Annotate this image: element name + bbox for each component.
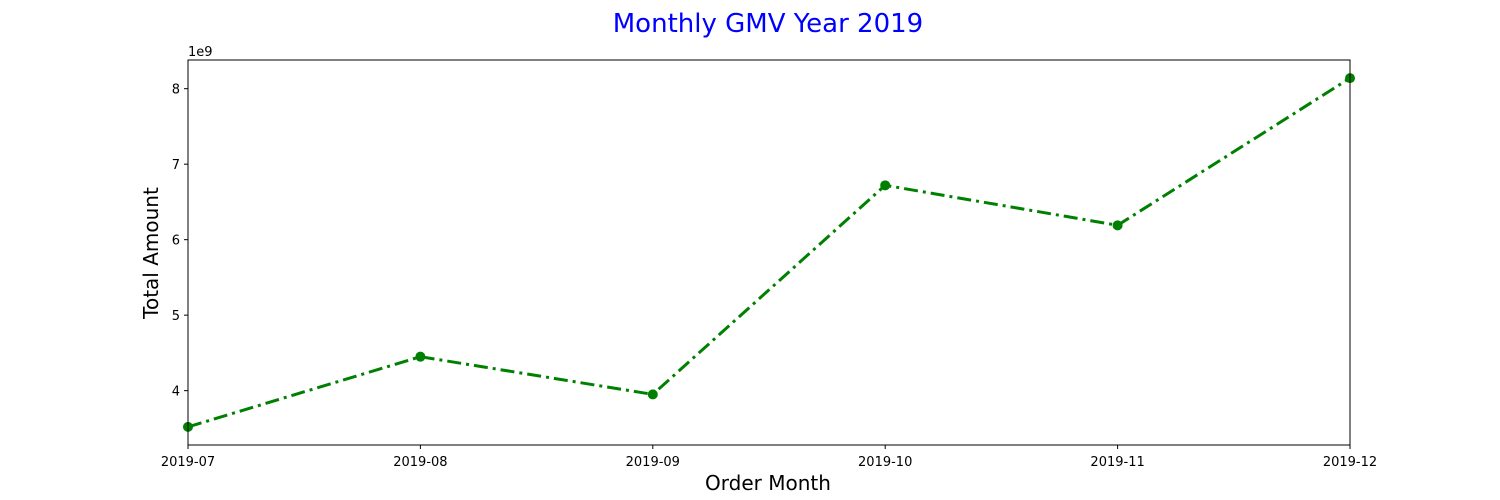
x-tick-label: 2019-12 [1323,455,1377,470]
plot-layer [183,73,1355,432]
y-tick-label: 6 [172,234,180,249]
series-line [187,76,1351,429]
data-point [880,180,891,191]
chart-title: Monthly GMV Year 2019 [613,9,923,39]
data-point [1112,220,1123,231]
x-tick-label: 2019-07 [161,455,215,470]
x-axis-label: Order Month [705,471,831,495]
y-tick-label: 8 [172,83,180,98]
y-tick-label: 4 [172,385,180,400]
x-tick-label: 2019-09 [626,455,680,470]
x-tick-label: 2019-08 [393,455,447,470]
x-tick-label: 2019-11 [1090,455,1144,470]
plot-frame [187,59,1351,446]
y-tick-label: 7 [172,158,180,173]
x-axis-ticks: 2019-07 2019-08 2019-09 2019-10 2019-11 2019-… [161,445,1377,470]
data-point [647,389,658,400]
data-point [415,351,426,362]
y-axis-offset-label: 1e9 [188,45,213,60]
y-axis-ticks: 4 5 6 7 8 [172,83,188,400]
x-tick-label: 2019-10 [858,455,912,470]
y-axis-label: Total Amount [139,187,163,320]
y-tick-label: 5 [172,309,180,324]
